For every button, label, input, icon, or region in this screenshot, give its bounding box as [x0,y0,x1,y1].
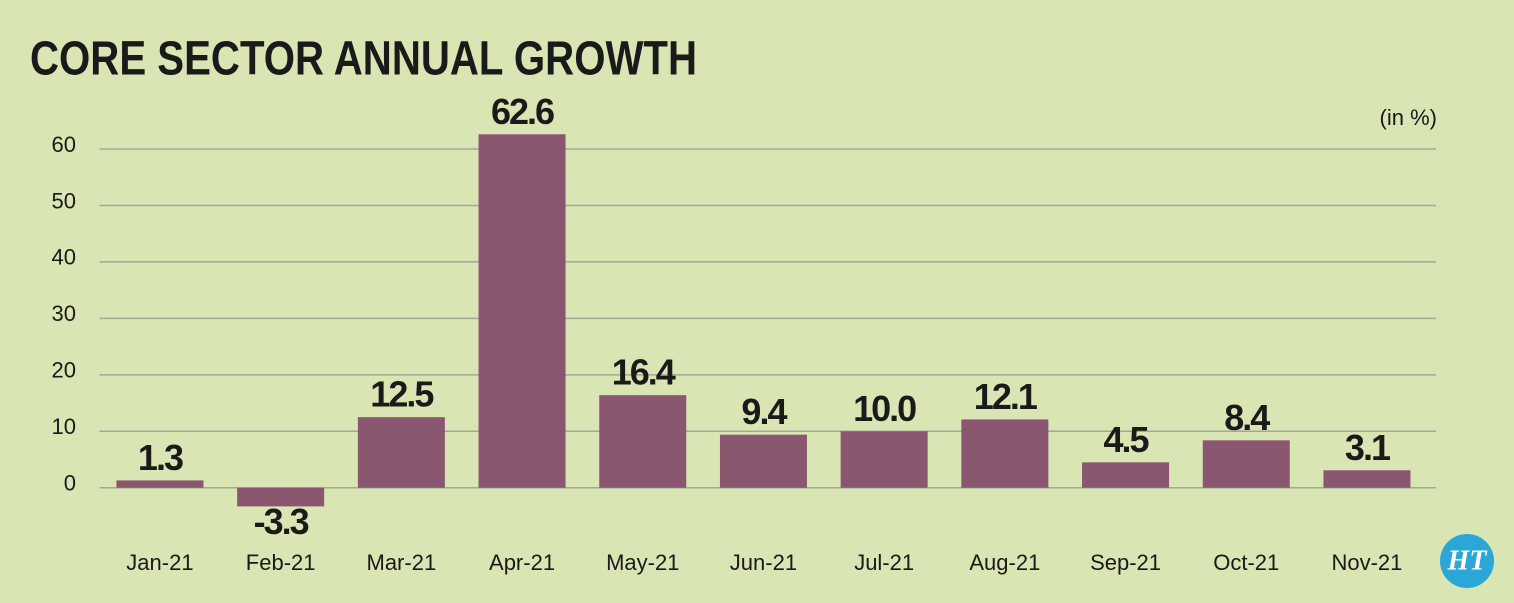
bar [1323,470,1411,488]
x-tick-label: Mar-21 [367,550,437,575]
value-label: 12.1 [974,376,1038,417]
x-tick-label: Jan-21 [126,550,193,575]
x-tick-label: May-21 [606,550,679,575]
y-tick-label: 50 [52,188,76,213]
value-label: 62.6 [491,91,554,132]
y-tick-label: 10 [52,414,76,439]
x-tick-label: Apr-21 [489,550,555,575]
value-label: -3.3 [254,501,309,542]
value-label: 9.4 [741,391,787,432]
logo-text: HT [1447,545,1489,576]
bar [116,480,204,488]
chart-title: CORE SECTOR ANNUAL GROWTH [30,33,697,86]
x-tick-label: Feb-21 [246,550,316,575]
bar [961,419,1049,488]
y-tick-label: 60 [52,132,76,157]
x-tick-label: Aug-21 [969,550,1040,575]
y-tick-label: 20 [52,358,76,383]
value-label: 3.1 [1345,427,1391,468]
bar [357,417,445,488]
x-tick-label: Jun-21 [730,550,797,575]
value-label: 8.4 [1224,397,1270,438]
bar [1202,440,1290,488]
unit-label: (in %) [1380,105,1437,130]
value-label: 4.5 [1104,419,1150,460]
x-tick-label: Sep-21 [1090,550,1161,575]
value-label: 10.0 [853,388,916,429]
bar [237,487,325,507]
bar [599,395,687,488]
y-tick-label: 0 [64,471,76,496]
x-tick-label: Nov-21 [1331,550,1402,575]
logo-circle [1440,534,1494,588]
y-tick-label: 30 [52,301,76,326]
bar [478,134,566,488]
y-tick-label: 40 [52,245,76,270]
value-label: 1.3 [138,437,183,478]
value-label: 12.5 [370,374,434,415]
x-tick-label: Oct-21 [1213,550,1279,575]
bar [840,431,928,488]
bar [1082,462,1170,488]
x-tick-label: Jul-21 [854,550,914,575]
bar [719,434,807,488]
logo: HT [1440,534,1494,588]
value-label: 16.4 [612,352,676,393]
